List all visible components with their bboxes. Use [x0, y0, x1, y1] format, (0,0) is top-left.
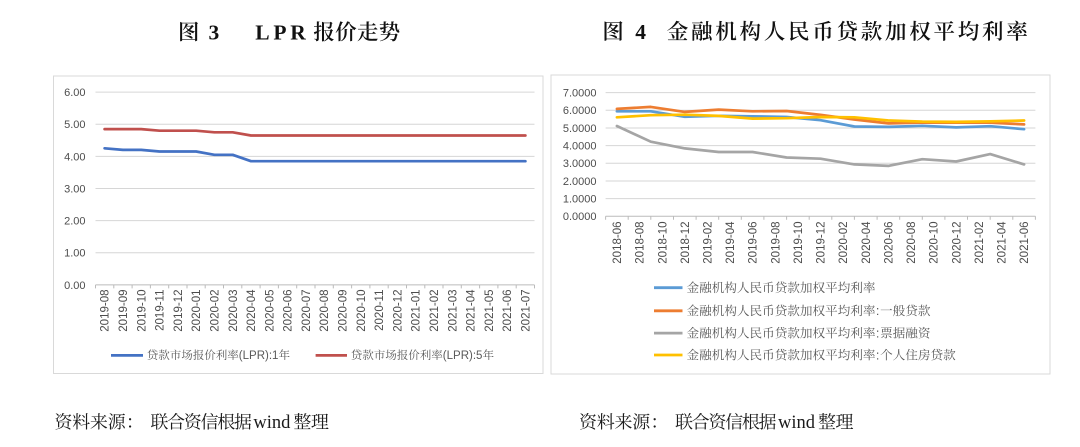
- svg-text:2020-08: 2020-08: [906, 222, 918, 264]
- svg-text:0.00: 0.00: [64, 280, 85, 292]
- svg-text:2020-02: 2020-02: [838, 222, 850, 264]
- svg-text:2020-11: 2020-11: [374, 290, 386, 331]
- svg-text:2020-06: 2020-06: [283, 290, 295, 332]
- svg-text:6.0000: 6.0000: [563, 105, 597, 117]
- svg-text::: :: [876, 348, 880, 362]
- svg-text:2019-08: 2019-08: [770, 222, 782, 264]
- svg-text:2019-04: 2019-04: [725, 221, 737, 264]
- svg-text:2020-10: 2020-10: [356, 290, 368, 332]
- svg-text:2018-12: 2018-12: [680, 222, 692, 264]
- svg-text:2019-08: 2019-08: [100, 290, 112, 332]
- svg-text:2019-12: 2019-12: [173, 290, 185, 332]
- svg-text:2019-10: 2019-10: [793, 222, 805, 264]
- svg-text:4.00: 4.00: [64, 151, 85, 163]
- svg-text:2020-08: 2020-08: [319, 290, 331, 332]
- svg-text:2019-12: 2019-12: [816, 222, 828, 264]
- svg-text:1.0000: 1.0000: [563, 194, 597, 206]
- svg-text:2019-02: 2019-02: [703, 222, 715, 264]
- svg-text:2018-06: 2018-06: [612, 222, 624, 264]
- svg-text:4.0000: 4.0000: [563, 141, 597, 153]
- svg-text:1.00: 1.00: [64, 248, 85, 260]
- svg-text:2020-09: 2020-09: [338, 290, 350, 332]
- svg-text:2020-04: 2020-04: [246, 289, 258, 332]
- svg-text::: :: [876, 327, 880, 341]
- svg-text:2021-06: 2021-06: [1019, 222, 1031, 264]
- svg-text:2019-06: 2019-06: [748, 222, 760, 264]
- svg-text:2020-07: 2020-07: [301, 290, 313, 332]
- svg-text:2020-10: 2020-10: [929, 222, 941, 264]
- svg-text:3.00: 3.00: [64, 183, 85, 195]
- svg-text:2018-08: 2018-08: [635, 222, 647, 264]
- svg-text:(LPR):5: (LPR):5: [443, 350, 483, 362]
- svg-text:2021-02: 2021-02: [974, 222, 986, 264]
- svg-text:(LPR):1: (LPR):1: [239, 350, 279, 362]
- svg-text:2020-04: 2020-04: [861, 221, 873, 264]
- svg-text:2021-02: 2021-02: [429, 290, 441, 332]
- svg-text:2020-01: 2020-01: [191, 290, 203, 332]
- svg-text:2020-06: 2020-06: [884, 222, 896, 264]
- svg-text:2021-03: 2021-03: [447, 290, 459, 332]
- svg-text:0.0000: 0.0000: [563, 211, 597, 223]
- svg-text:2020-02: 2020-02: [210, 290, 222, 332]
- svg-text:2020-12: 2020-12: [392, 290, 404, 332]
- svg-text:2021-04: 2021-04: [997, 221, 1009, 264]
- svg-text:5.0000: 5.0000: [563, 123, 597, 135]
- svg-text:7.0000: 7.0000: [563, 88, 597, 100]
- svg-text::: :: [876, 304, 880, 318]
- svg-text:2020-03: 2020-03: [228, 290, 240, 332]
- svg-text:2020-05: 2020-05: [264, 290, 276, 332]
- svg-text:2021-01: 2021-01: [411, 290, 423, 332]
- svg-text:2021-04: 2021-04: [466, 289, 478, 332]
- svg-text:2021-05: 2021-05: [484, 290, 496, 332]
- svg-text:2021-07: 2021-07: [521, 290, 533, 332]
- svg-text:2019-09: 2019-09: [118, 290, 130, 332]
- svg-text:LPR: LPR: [255, 21, 309, 45]
- svg-text:2.0000: 2.0000: [563, 176, 597, 188]
- svg-text:2020-12: 2020-12: [951, 222, 963, 264]
- svg-text:3: 3: [209, 21, 220, 45]
- svg-text:2.00: 2.00: [64, 216, 85, 228]
- svg-text:2019-11: 2019-11: [155, 290, 167, 331]
- svg-text:2021-06: 2021-06: [502, 290, 514, 332]
- svg-text:3.0000: 3.0000: [563, 158, 597, 170]
- svg-text:4: 4: [635, 20, 646, 44]
- svg-text:2018-10: 2018-10: [657, 222, 669, 264]
- svg-text:2019-10: 2019-10: [136, 290, 148, 332]
- svg-text:5.00: 5.00: [64, 119, 85, 131]
- svg-text:wind: wind: [778, 413, 816, 433]
- svg-text:wind: wind: [253, 413, 291, 433]
- svg-text:6.00: 6.00: [64, 87, 85, 99]
